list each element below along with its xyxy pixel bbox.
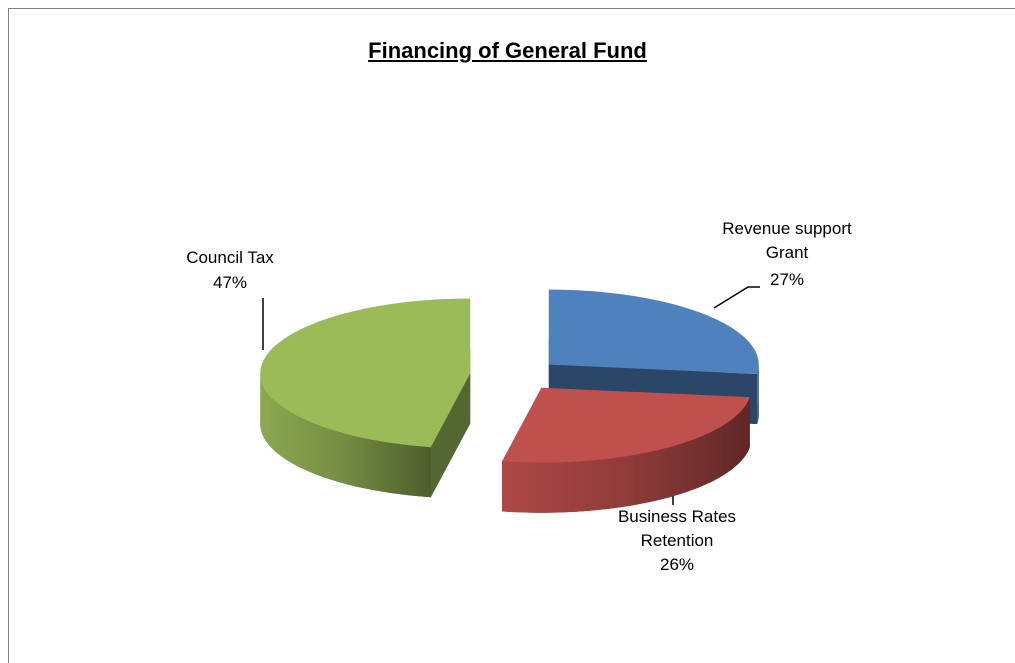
leader-line	[713, 286, 760, 309]
slice-label: Revenue support Grant	[722, 219, 852, 262]
slice	[260, 298, 471, 448]
chart-title: Financing of General Fund	[368, 38, 647, 63]
slice-label: Council Tax	[186, 248, 274, 267]
slice	[548, 289, 759, 374]
value-label: 47%	[212, 273, 248, 292]
value-label: 26%	[659, 555, 695, 574]
slice-side	[260, 373, 431, 498]
slice-label: Business Rates Retention	[617, 507, 737, 550]
value-label: 27%	[769, 270, 805, 289]
slice	[502, 387, 750, 463]
chart-border	[8, 8, 1015, 663]
slice-side	[502, 397, 750, 513]
slice-side	[757, 364, 759, 424]
slice-cut	[430, 373, 471, 498]
